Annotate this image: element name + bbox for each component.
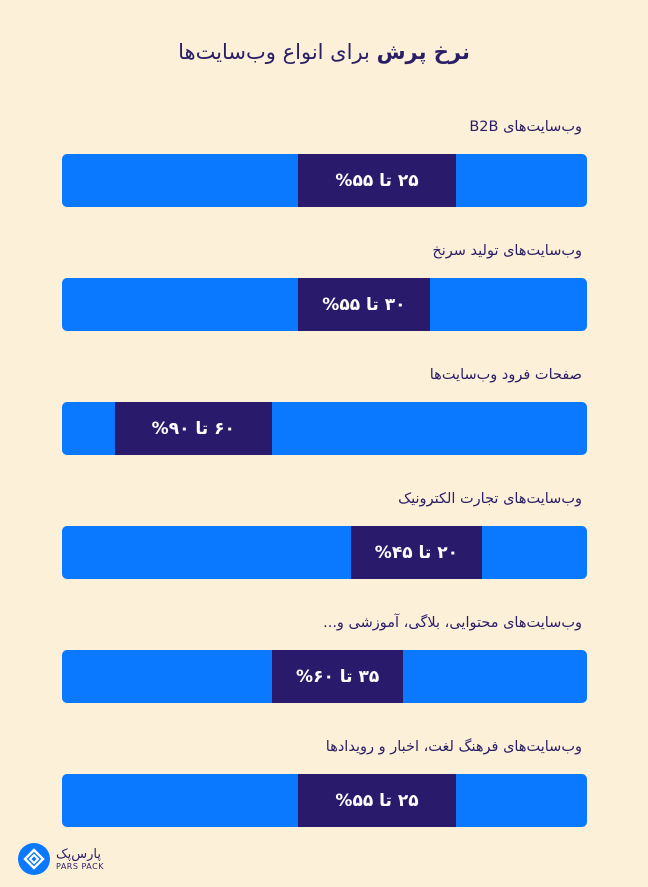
bar-track: ۲۵ تا ۵۵% (62, 774, 587, 827)
category-label: صفحات فرود وب‌سایت‌ها (429, 367, 582, 383)
bar-track: ۶۰ تا ۹۰% (62, 402, 587, 455)
logo-text-en: PARS PACK (56, 861, 104, 871)
bar-track: ۳۵ تا ۶۰% (62, 650, 587, 703)
logo-text-fa: پارس‌پک (56, 846, 101, 862)
bar-track: ۲۵ تا ۵۵% (62, 154, 587, 207)
range-label: ۲۵ تا ۵۵% (335, 170, 419, 191)
range-label: ۶۰ تا ۹۰% (151, 418, 235, 439)
range-label: ۳۰ تا ۵۵% (322, 294, 406, 315)
brand-logo: پارس‌پک PARS PACK (18, 843, 104, 875)
range-label: ۳۵ تا ۶۰% (296, 666, 380, 687)
bar-range: ۲۵ تا ۵۵% (298, 774, 456, 827)
bar-range: ۲۵ تا ۵۵% (298, 154, 456, 207)
bar-range: ۶۰ تا ۹۰% (114, 402, 272, 455)
chart-title-highlight: نرخ پرش (376, 40, 470, 64)
category-label: وب‌سایت‌های تجارت الکترونیک (398, 491, 582, 507)
bar-range: ۲۰ تا ۴۵% (350, 526, 482, 579)
range-label: ۲۰ تا ۴۵% (374, 542, 458, 563)
bar-range: ۳۵ تا ۶۰% (272, 650, 404, 703)
chart-title-rest: برای انواع وب‌سایت‌ها (178, 40, 377, 64)
bar-track: ۲۰ تا ۴۵% (62, 526, 587, 579)
category-label: وب‌سایت‌های محتوایی، بلاگی، آموزشی و... (323, 615, 582, 631)
category-label: وب‌سایت‌های فرهنگ لغت، اخبار و رویدادها (325, 739, 582, 755)
range-label: ۲۵ تا ۵۵% (335, 790, 419, 811)
parspack-logo-icon (18, 843, 50, 875)
category-label: وب‌سایت‌های تولید سرنخ (432, 243, 582, 259)
bar-track: ۳۰ تا ۵۵% (62, 278, 587, 331)
chart-title: نرخ پرش برای انواع وب‌سایت‌ها (0, 40, 648, 64)
category-label: وب‌سایت‌های B2B (469, 119, 582, 135)
bar-range: ۳۰ تا ۵۵% (298, 278, 430, 331)
